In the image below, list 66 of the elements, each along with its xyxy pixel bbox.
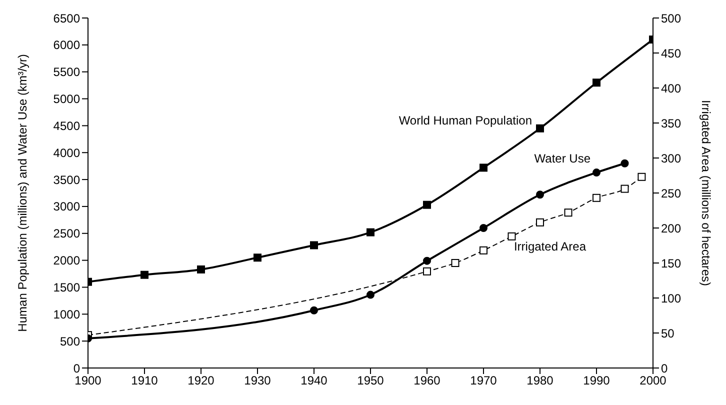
point bbox=[480, 224, 488, 232]
y-tick-label: 500 bbox=[60, 334, 80, 348]
y-tick-label: 4000 bbox=[53, 146, 80, 160]
point bbox=[423, 200, 431, 209]
y-tick-label: 3000 bbox=[53, 200, 80, 214]
y2-tick-label: 450 bbox=[661, 46, 682, 60]
point bbox=[480, 164, 488, 172]
point bbox=[423, 267, 431, 276]
x-tick-label: 1950 bbox=[357, 374, 384, 388]
point bbox=[480, 246, 488, 254]
point bbox=[310, 241, 318, 250]
point bbox=[254, 254, 262, 262]
y-tick-label: 0 bbox=[73, 361, 80, 376]
x-tick-label: 1900 bbox=[74, 374, 102, 388]
point bbox=[366, 290, 374, 299]
y-tick-label: 6000 bbox=[53, 38, 80, 52]
y-tick-label: 6500 bbox=[53, 11, 80, 26]
point bbox=[592, 194, 600, 202]
y2-tick-label: 350 bbox=[661, 116, 682, 130]
point bbox=[638, 172, 646, 181]
y2-tick-label: 200 bbox=[661, 221, 682, 236]
point bbox=[620, 184, 629, 193]
y2-tick-label: 250 bbox=[661, 186, 682, 200]
series-label: Irrigated Area bbox=[514, 239, 586, 254]
point bbox=[592, 168, 600, 177]
y2-tick-label: 400 bbox=[661, 81, 682, 96]
y-tick-label: 1500 bbox=[53, 280, 80, 294]
y-tick-label: 5000 bbox=[53, 92, 80, 106]
y-tick-label: 2500 bbox=[53, 226, 80, 241]
y2-axis-title: Irrigated Area (millions of hectares) bbox=[698, 100, 713, 286]
point bbox=[508, 232, 516, 240]
y2-tick-label: 50 bbox=[661, 326, 675, 340]
x-tick-label: 1920 bbox=[188, 374, 215, 388]
y-tick-label: 3500 bbox=[53, 172, 80, 187]
point bbox=[564, 208, 572, 217]
y-tick-label: 4500 bbox=[53, 118, 80, 133]
x-tick-label: 2000 bbox=[640, 374, 667, 388]
y2-tick-label: 500 bbox=[661, 11, 682, 26]
x-tick-label: 1980 bbox=[526, 374, 554, 388]
y2-tick-label: 0 bbox=[661, 361, 668, 376]
point bbox=[536, 124, 544, 132]
x-tick-label: 1930 bbox=[244, 374, 272, 388]
y2-tick-label: 150 bbox=[661, 256, 682, 270]
point bbox=[197, 265, 205, 274]
x-tick-label: 1910 bbox=[131, 374, 158, 388]
point bbox=[536, 218, 544, 226]
y2-tick-label: 300 bbox=[661, 151, 682, 166]
series-label: Water Use bbox=[534, 152, 591, 166]
point bbox=[366, 228, 374, 236]
x-tick-label: 1960 bbox=[414, 374, 441, 388]
y-tick-label: 2000 bbox=[53, 254, 80, 268]
point bbox=[310, 306, 318, 314]
y-tick-label: 5500 bbox=[53, 65, 80, 80]
x-tick-label: 1940 bbox=[300, 374, 328, 388]
x-tick-label: 1970 bbox=[470, 374, 498, 388]
y-axis-title: Human Population (millions) and Water Use (km³/yr) bbox=[15, 54, 30, 332]
y2-tick-label: 100 bbox=[661, 291, 682, 306]
point bbox=[620, 159, 629, 168]
point bbox=[536, 190, 544, 199]
point bbox=[140, 270, 148, 279]
point bbox=[423, 256, 431, 265]
series-label: World Human Population bbox=[398, 113, 532, 128]
point bbox=[451, 259, 460, 267]
x-tick-label: 1990 bbox=[583, 374, 610, 388]
point bbox=[592, 78, 600, 87]
y-tick-label: 1000 bbox=[53, 307, 80, 322]
